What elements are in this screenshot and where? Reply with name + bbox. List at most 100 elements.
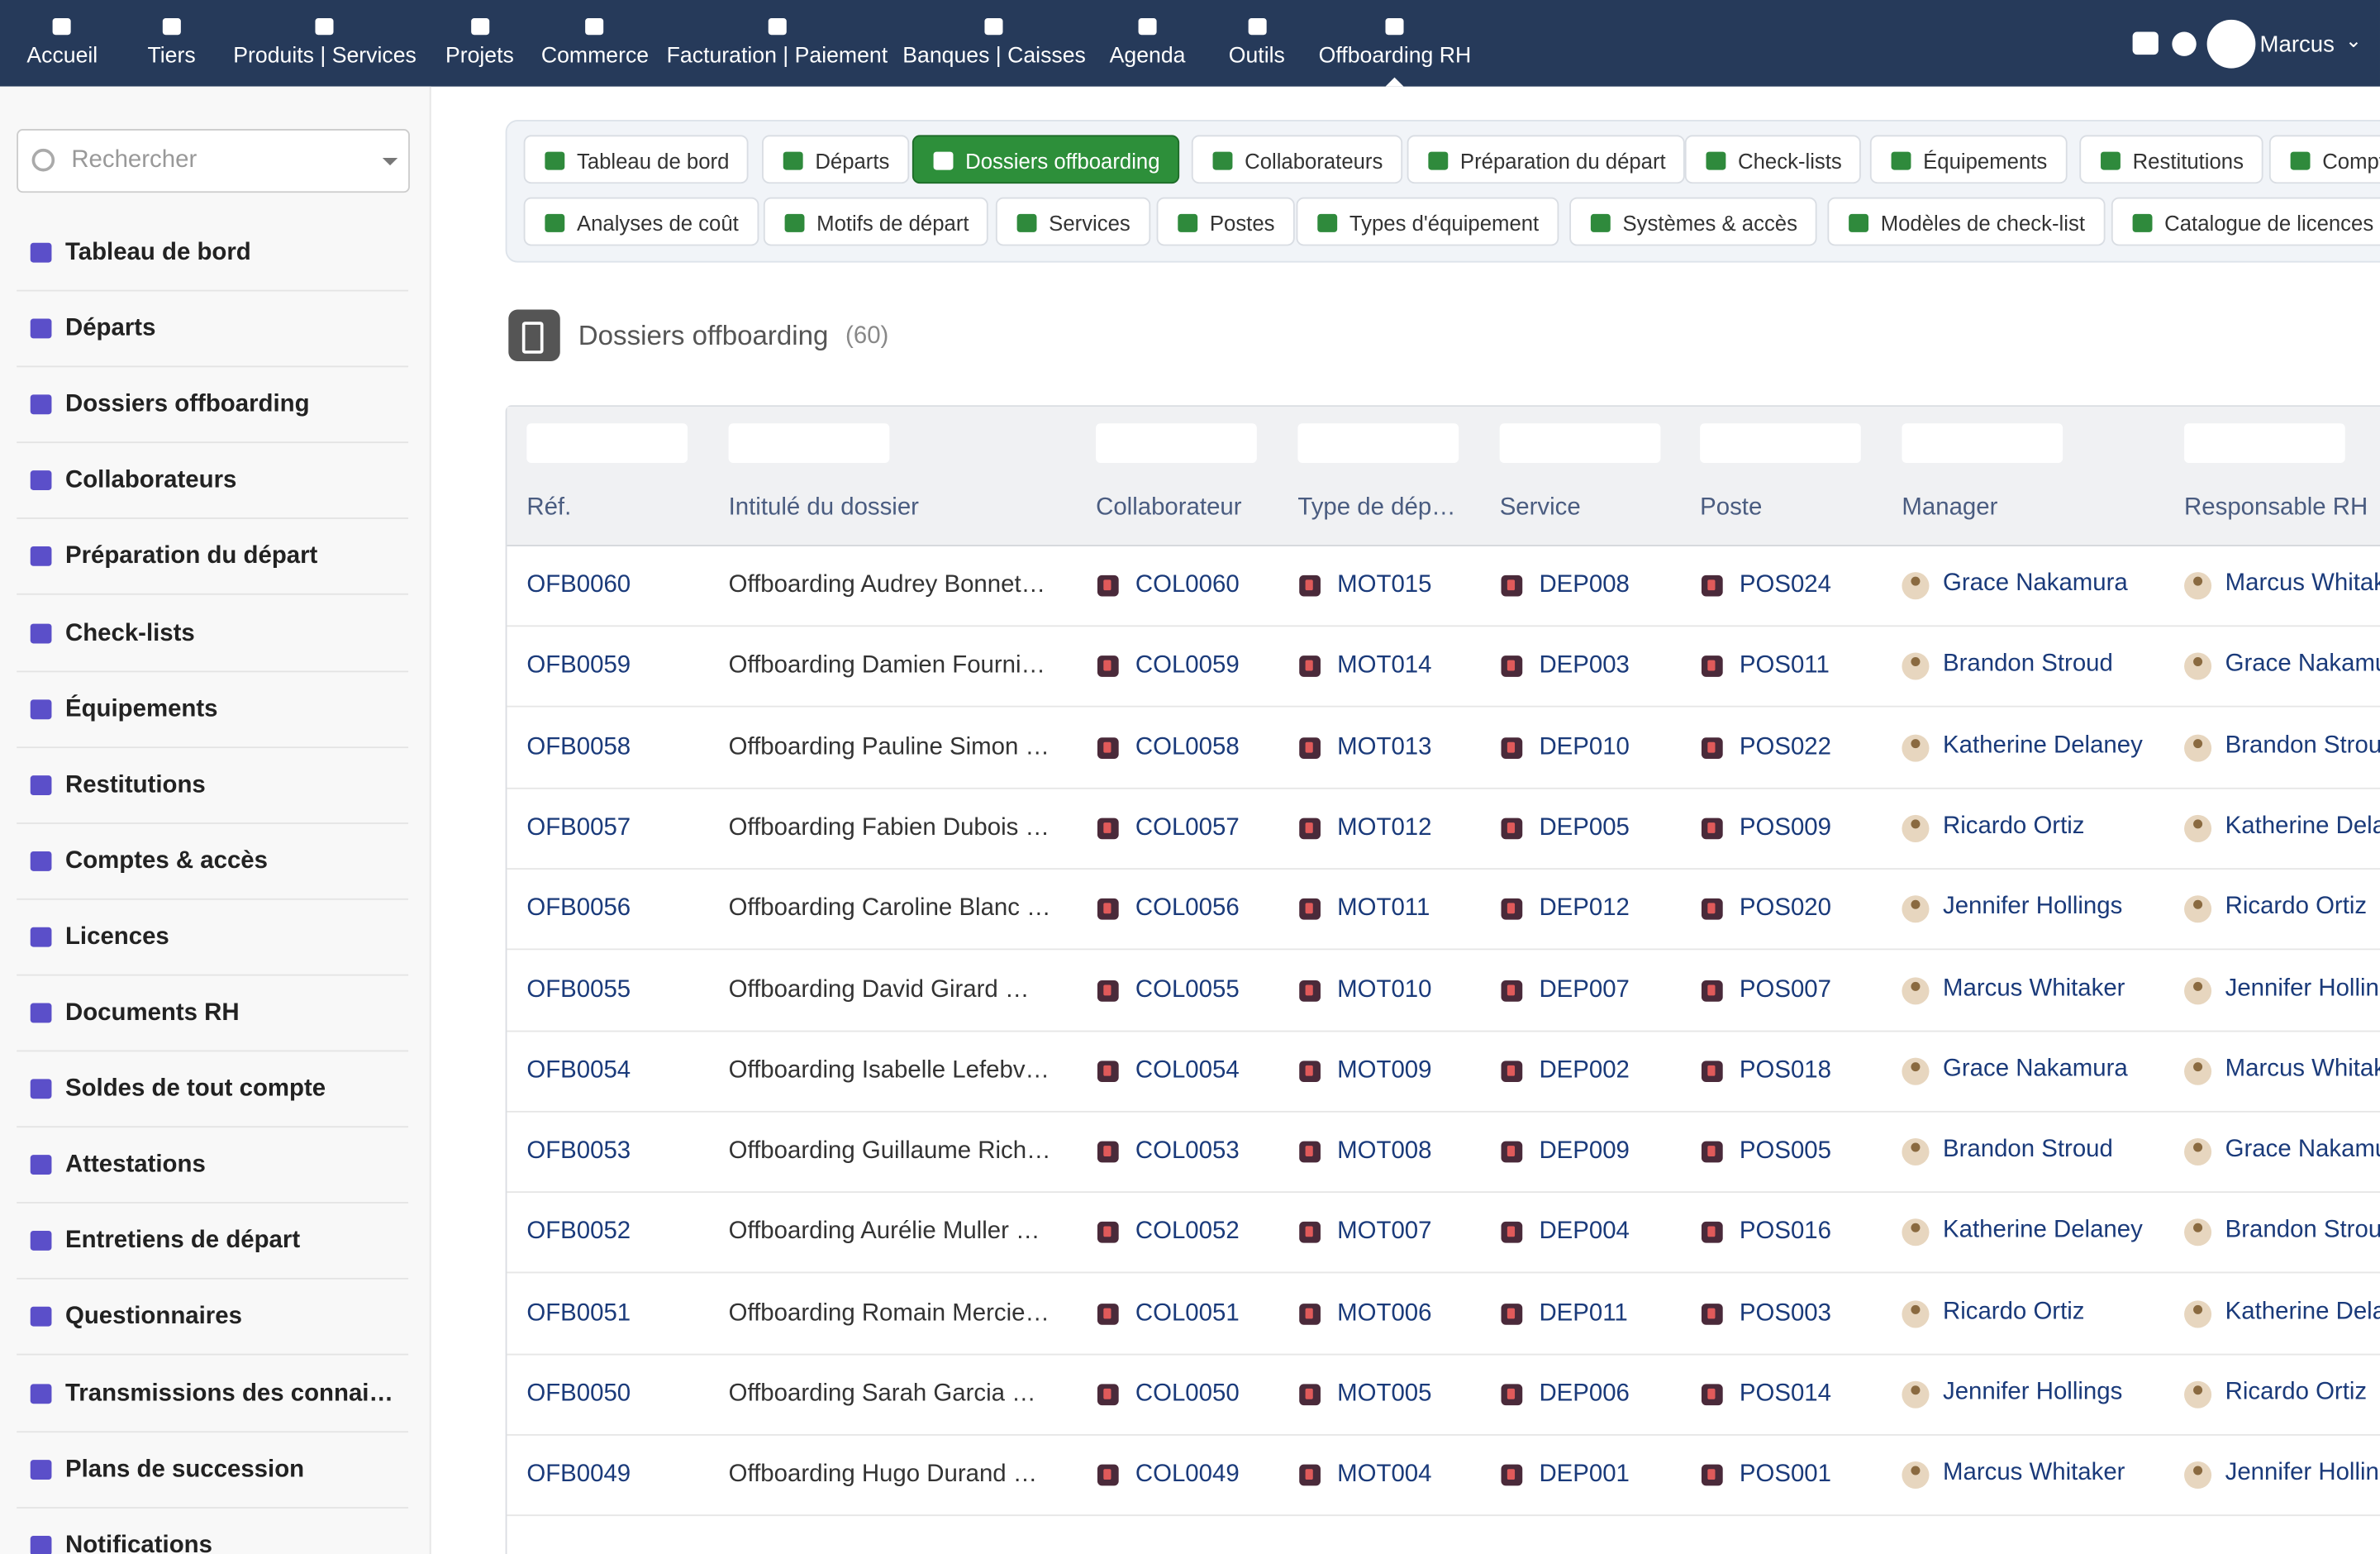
sidebar-label[interactable]: Équipements [64,695,218,722]
table-row[interactable]: OFB0054 Offboarding Isabelle Lefebv… COL00… [507,1030,2380,1113]
sidebar-item[interactable]: Documents RH [17,976,409,1052]
tab[interactable]: Comptes & accès [2268,135,2380,184]
link-cell[interactable]: Jennifer Hollings [2225,1460,2380,1486]
link-cell[interactable]: DEP001 [1539,1461,1630,1488]
sidebar-item[interactable]: Transmissions des connai… [17,1356,409,1432]
nav-label[interactable]: Accueil [26,44,98,69]
nav-item[interactable]: Projets [445,0,514,87]
tab[interactable]: Motifs de départ [763,197,989,246]
link-cell[interactable]: Marcus Whitaker [1943,1460,2125,1486]
link-cell[interactable]: MOT004 [1337,1461,1432,1488]
column-filter[interactable] [1297,423,1459,463]
link-cell[interactable]: Katherine Delaney [2225,813,2380,840]
link-cell[interactable]: COL0052 [1135,1218,1240,1246]
nav-label[interactable]: Projets [445,44,514,69]
link-cell[interactable]: DEP012 [1539,895,1630,922]
column-filter[interactable] [1700,423,1861,463]
link-cell[interactable]: MOT015 [1337,572,1432,598]
nav-item[interactable]: Outils [1229,0,1285,87]
sidebar-item[interactable]: Équipements [17,672,409,748]
ref-link[interactable]: OFB0060 [526,572,631,598]
nav-item[interactable]: Agenda [1109,0,1186,87]
link-cell[interactable]: Jennifer Hollings [2225,975,2380,1001]
nav-label[interactable]: Commerce [540,44,650,69]
link-cell[interactable]: Brandon Stroud [1943,651,2113,678]
help-icon[interactable] [2172,31,2197,56]
link-cell[interactable]: MOT005 [1337,1380,1432,1407]
ref-link[interactable]: OFB0058 [526,733,631,760]
tab-label[interactable]: Postes [1209,211,1275,236]
column-header[interactable]: Responsable RH [2184,494,2368,521]
tab[interactable]: Collaborateurs [1191,135,1403,184]
column-header[interactable]: Collaborateur [1096,494,1242,521]
print-icon[interactable] [2132,31,2159,55]
link-cell[interactable]: DEP006 [1539,1380,1630,1407]
sidebar-item[interactable]: Dossiers offboarding [17,368,409,444]
tab-label[interactable]: Types d'équipement [1349,211,1540,236]
column-header[interactable]: Réf. [526,494,572,521]
table-row[interactable]: OFB0052 Offboarding Aurélie Muller … COL00… [507,1192,2380,1275]
sidebar-item[interactable]: Départs [17,292,409,368]
link-cell[interactable]: Marcus Whitaker [2225,1056,2380,1082]
sidebar-item[interactable]: Attestations [17,1127,409,1204]
link-cell[interactable]: MOT009 [1337,1057,1432,1084]
tab-label[interactable]: Services [1049,211,1130,236]
ref-link[interactable]: OFB0056 [526,895,631,922]
link-cell[interactable]: POS003 [1739,1299,1831,1327]
link-cell[interactable]: POS018 [1739,1057,1831,1084]
nav-item[interactable]: Tiers [147,0,196,87]
link-cell[interactable]: POS022 [1739,733,1831,760]
sidebar-label[interactable]: Dossiers offboarding [64,392,310,418]
sidebar-item[interactable]: Collaborateurs [17,444,409,520]
tab[interactable]: Dossiers offboarding [912,135,1180,184]
link-cell[interactable]: DEP010 [1539,733,1630,760]
link-cell[interactable]: Grace Nakamura [2225,651,2380,678]
nav-label[interactable]: Agenda [1109,44,1186,69]
tab[interactable]: Services [995,197,1150,246]
link-cell[interactable]: COL0050 [1135,1380,1240,1407]
link-cell[interactable]: DEP002 [1539,1057,1630,1084]
link-cell[interactable]: Ricardo Ortiz [2225,1379,2368,1406]
sidebar-label[interactable]: Check-lists [64,619,195,646]
column-header[interactable]: Intitulé du dossier [728,494,919,521]
tab-label[interactable]: Comptes & accès [2322,148,2380,174]
link-cell[interactable]: MOT006 [1337,1299,1432,1327]
link-cell[interactable]: POS001 [1739,1461,1831,1488]
link-cell[interactable]: Katherine Delaney [1943,1218,2143,1244]
ref-link[interactable]: OFB0049 [526,1461,631,1488]
link-cell[interactable]: COL0057 [1135,814,1240,841]
sidebar-label[interactable]: Tableau de bord [64,240,251,266]
sidebar-item[interactable]: Questionnaires [17,1280,409,1356]
link-cell[interactable]: POS020 [1739,895,1831,922]
link-cell[interactable]: POS014 [1739,1380,1831,1407]
sidebar-label[interactable]: Restitutions [64,771,206,798]
sidebar-label[interactable]: Collaborateurs [64,468,237,494]
sidebar-label[interactable]: Licences [64,923,169,951]
tab[interactable]: Catalogue de licences [2111,197,2380,246]
sidebar-label[interactable]: Attestations [64,1151,206,1179]
link-cell[interactable]: MOT012 [1337,814,1432,841]
sidebar-label[interactable]: Départs [64,316,156,342]
link-cell[interactable]: COL0053 [1135,1138,1240,1165]
search-box[interactable]: Rechercher [17,129,410,193]
link-cell[interactable]: COL0056 [1135,895,1240,922]
link-cell[interactable]: COL0060 [1135,572,1240,598]
tab[interactable]: Systèmes & accès [1569,197,1817,246]
tab[interactable]: Préparation du départ [1407,135,1686,184]
tab[interactable]: Types d'équipement [1296,197,1559,246]
link-cell[interactable]: COL0051 [1135,1299,1240,1327]
tab-label[interactable]: Dossiers offboarding [965,148,1160,174]
link-cell[interactable]: POS009 [1739,814,1831,841]
sidebar-item[interactable]: Notifications [17,1508,408,1554]
link-cell[interactable]: MOT014 [1337,652,1432,679]
sidebar-item[interactable]: Plans de succession [17,1432,409,1509]
tab[interactable]: Départs [762,135,910,184]
table-row[interactable]: OFB0059 Offboarding Damien Fourni… COL0059… [507,626,2380,708]
link-cell[interactable]: Jennifer Hollings [1943,1379,2123,1406]
nav-label[interactable]: Facturation | Paiement [666,44,888,69]
nav-item[interactable]: Facturation | Paiement [667,0,888,87]
link-cell[interactable]: Ricardo Ortiz [1943,1298,2085,1325]
tab-label[interactable]: Analyses de coût [576,211,739,236]
sidebar-item[interactable]: Restitutions [17,748,409,824]
link-cell[interactable]: POS005 [1739,1138,1831,1165]
